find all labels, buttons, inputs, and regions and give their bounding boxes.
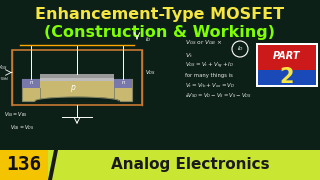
Text: Enhancement-Type MOSFET: Enhancement-Type MOSFET	[36, 8, 284, 22]
Text: (Construction & Working): (Construction & Working)	[44, 24, 276, 39]
Text: p: p	[69, 84, 75, 93]
Text: $V_t$: $V_t$	[185, 51, 193, 60]
Text: n: n	[29, 80, 33, 86]
Text: $V_{GS}$ or $V_{GB}$ ×: $V_{GS}$ or $V_{GB}$ ×	[185, 39, 223, 48]
Bar	[12, 50, 142, 105]
Text: for many things is: for many things is	[185, 73, 233, 78]
Bar	[256, 43, 318, 87]
Text: PART: PART	[273, 51, 301, 61]
Text: $I_D$: $I_D$	[145, 36, 151, 44]
Text: $V_{SS}=V_{BS}$: $V_{SS}=V_{BS}$	[4, 111, 28, 120]
Bar	[0, 150, 320, 180]
Text: n: n	[121, 80, 125, 86]
Bar	[114, 79, 132, 88]
Text: $\partial V_{SD}=V_D-V_S=V_S-V_{DS}$: $\partial V_{SD}=V_D-V_S=V_S-V_{DS}$	[185, 92, 252, 100]
Text: 136: 136	[6, 156, 42, 174]
Text: $V_{GS}$: $V_{GS}$	[0, 63, 7, 72]
Text: $V_{GS}=V_{DS}$: $V_{GS}=V_{DS}$	[10, 123, 34, 132]
Bar	[40, 74, 114, 78]
Text: $V_{DS}$: $V_{DS}$	[145, 68, 156, 77]
Text: $V_t = V_{fb} + V_{ox} = V_D$: $V_t = V_{fb} + V_{ox} = V_D$	[185, 82, 236, 90]
Text: $V_{GS} = V_t + V_{tg} + I_D$: $V_{GS} = V_t + V_{tg} + I_D$	[185, 61, 234, 71]
Bar	[22, 79, 40, 88]
Text: 2: 2	[280, 67, 294, 87]
Bar	[22, 79, 132, 101]
Bar	[40, 78, 114, 81]
Text: $I_D$: $I_D$	[236, 45, 244, 53]
Polygon shape	[48, 150, 58, 180]
Bar	[258, 70, 316, 85]
Text: Analog Electronics: Analog Electronics	[111, 158, 269, 172]
Text: $V_{GS(th)}$: $V_{GS(th)}$	[0, 76, 9, 83]
Bar	[258, 45, 316, 70]
Bar	[0, 150, 48, 180]
